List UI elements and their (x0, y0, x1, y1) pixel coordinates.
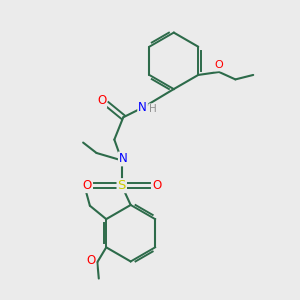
Text: O: O (97, 94, 106, 107)
Text: O: O (215, 60, 224, 70)
Text: N: N (138, 101, 147, 114)
Text: N: N (119, 152, 128, 165)
Text: H: H (149, 104, 157, 114)
Text: O: O (152, 179, 161, 192)
Text: O: O (86, 254, 95, 267)
Text: O: O (82, 179, 91, 192)
Text: S: S (118, 179, 126, 192)
